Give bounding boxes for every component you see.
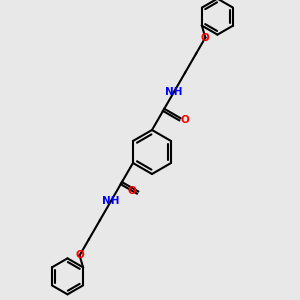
Text: O: O bbox=[201, 33, 210, 43]
Text: O: O bbox=[128, 186, 136, 197]
Text: O: O bbox=[75, 250, 84, 260]
Text: NH: NH bbox=[102, 196, 120, 206]
Text: O: O bbox=[180, 115, 189, 125]
Text: NH: NH bbox=[165, 87, 183, 97]
